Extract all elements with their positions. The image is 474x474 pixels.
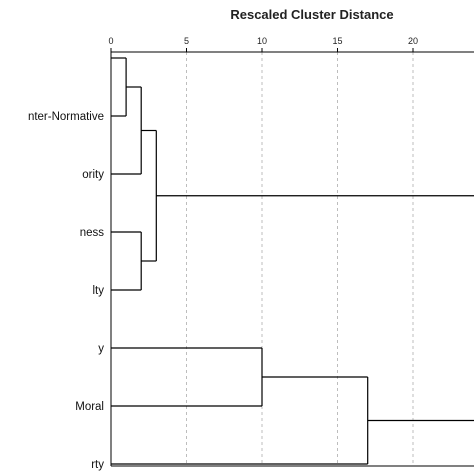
leaf-label-1: nter-Normative: [28, 111, 104, 123]
leaf-label-4: lty: [93, 285, 105, 297]
leaf-label-2: ority: [82, 169, 104, 181]
tick-label-20: 20: [408, 36, 418, 46]
cluster-links: [111, 57, 474, 465]
leaf-label-5: y: [98, 343, 104, 355]
grid-layer: [186, 52, 414, 466]
chart-title: Rescaled Cluster Distance: [230, 7, 393, 22]
leaf-label-6: Moral: [75, 401, 104, 413]
leaf-label-3: ness: [80, 227, 105, 239]
tick-label-10: 10: [257, 36, 267, 46]
leaf-label-7: rty: [91, 459, 104, 471]
tick-label-0: 0: [108, 36, 113, 46]
tick-label-5: 5: [184, 36, 189, 46]
tick-label-15: 15: [332, 36, 342, 46]
x-axis: 0 5 10 15 20: [108, 36, 474, 467]
leaf-labels: nter-Normative ority ness lty y Moral rty: [28, 111, 104, 471]
